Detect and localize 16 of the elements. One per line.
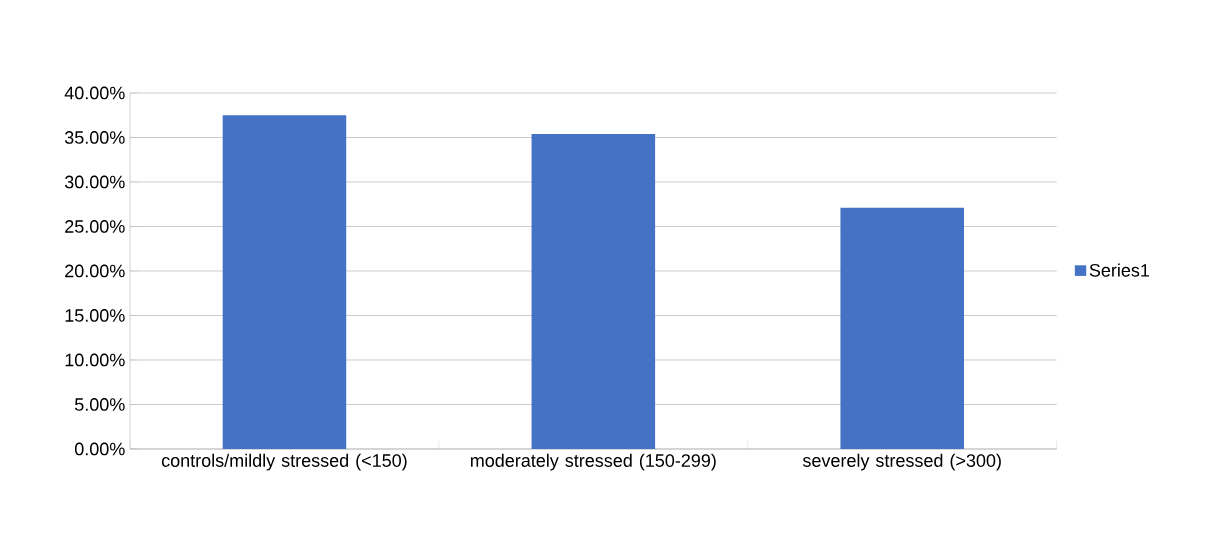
y-tick-label: 5.00% — [74, 398, 125, 411]
bar — [222, 115, 347, 449]
y-tick-label: 10.00% — [65, 353, 125, 367]
legend-label: Series1 — [1089, 263, 1150, 277]
bar — [840, 207, 964, 449]
bar — [531, 133, 656, 449]
x-tick-label: moderately stressed (150-299) — [470, 453, 716, 471]
y-tick-label: 15.00% — [65, 309, 125, 322]
x-tick-label: controls/mildly stressed (<150) — [161, 453, 407, 471]
y-tick-label: 30.00% — [64, 175, 125, 189]
x-tick-label: severely stressed (>300) — [802, 453, 1001, 471]
y-tick-label: 40.00% — [64, 86, 125, 100]
y-tick-label: 25.00% — [65, 220, 125, 233]
y-tick-label: 20.00% — [65, 264, 125, 278]
y-tick-label: 0.00% — [74, 442, 125, 456]
y-tick-label: 35.00% — [64, 131, 125, 144]
